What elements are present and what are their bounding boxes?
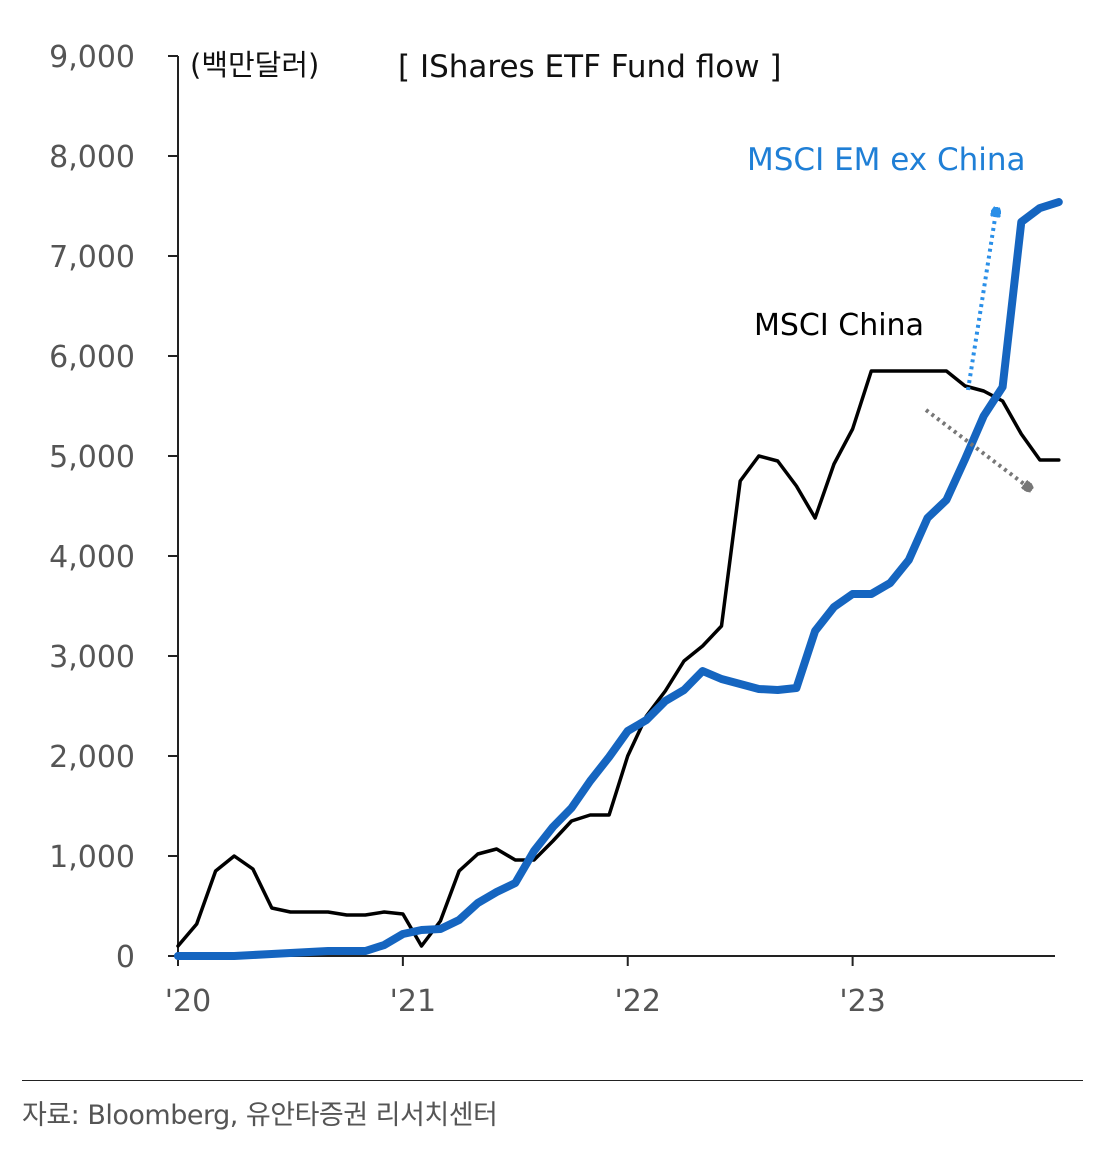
- chart-title: [ IShares ETF Fund flow ]: [398, 49, 782, 85]
- series-label-msci-china: MSCI China: [754, 308, 924, 343]
- y-tick-label: 7,000: [49, 240, 135, 275]
- x-tick-label: '21: [390, 984, 436, 1019]
- y-tick-label: 9,000: [49, 40, 135, 75]
- x-axis: '20 '21 '22 '23: [165, 955, 1055, 1019]
- down-trend-arrow: [924, 408, 1028, 487]
- footer-rule: [22, 1080, 1083, 1081]
- y-tick-label: 2,000: [49, 740, 135, 775]
- x-tick-label: '20: [165, 984, 211, 1019]
- series-line-msci-china: [176, 369, 1061, 948]
- unit-label: (백만달러): [190, 48, 319, 82]
- x-tick-label: '23: [839, 984, 885, 1019]
- y-tick-label: 6,000: [49, 340, 135, 375]
- y-axis: 9,000 8,000 7,000 6,000 5,000 4,000 3,000 2,000…: [49, 40, 179, 975]
- fund-flow-chart: 9,000 8,000 7,000 6,000 5,000 4,000 3,000 2,000…: [49, 40, 1063, 1019]
- y-tick-label: 0: [116, 940, 135, 975]
- series-line-msci-em-ex-china: [174, 198, 1063, 960]
- y-tick-label: 5,000: [49, 440, 135, 475]
- series-label-em-ex-china: MSCI EM ex China: [747, 142, 1026, 178]
- x-tick-label: '22: [615, 984, 661, 1019]
- y-tick-label: 8,000: [49, 140, 135, 175]
- plot-lines: [174, 198, 1063, 960]
- y-tick-label: 4,000: [49, 540, 135, 575]
- up-trend-arrow: [966, 212, 996, 391]
- y-tick-label: 3,000: [49, 640, 135, 675]
- source-note: 자료: Bloomberg, 유안타증권 리서치센터: [22, 1100, 498, 1131]
- y-tick-label: 1,000: [49, 840, 135, 875]
